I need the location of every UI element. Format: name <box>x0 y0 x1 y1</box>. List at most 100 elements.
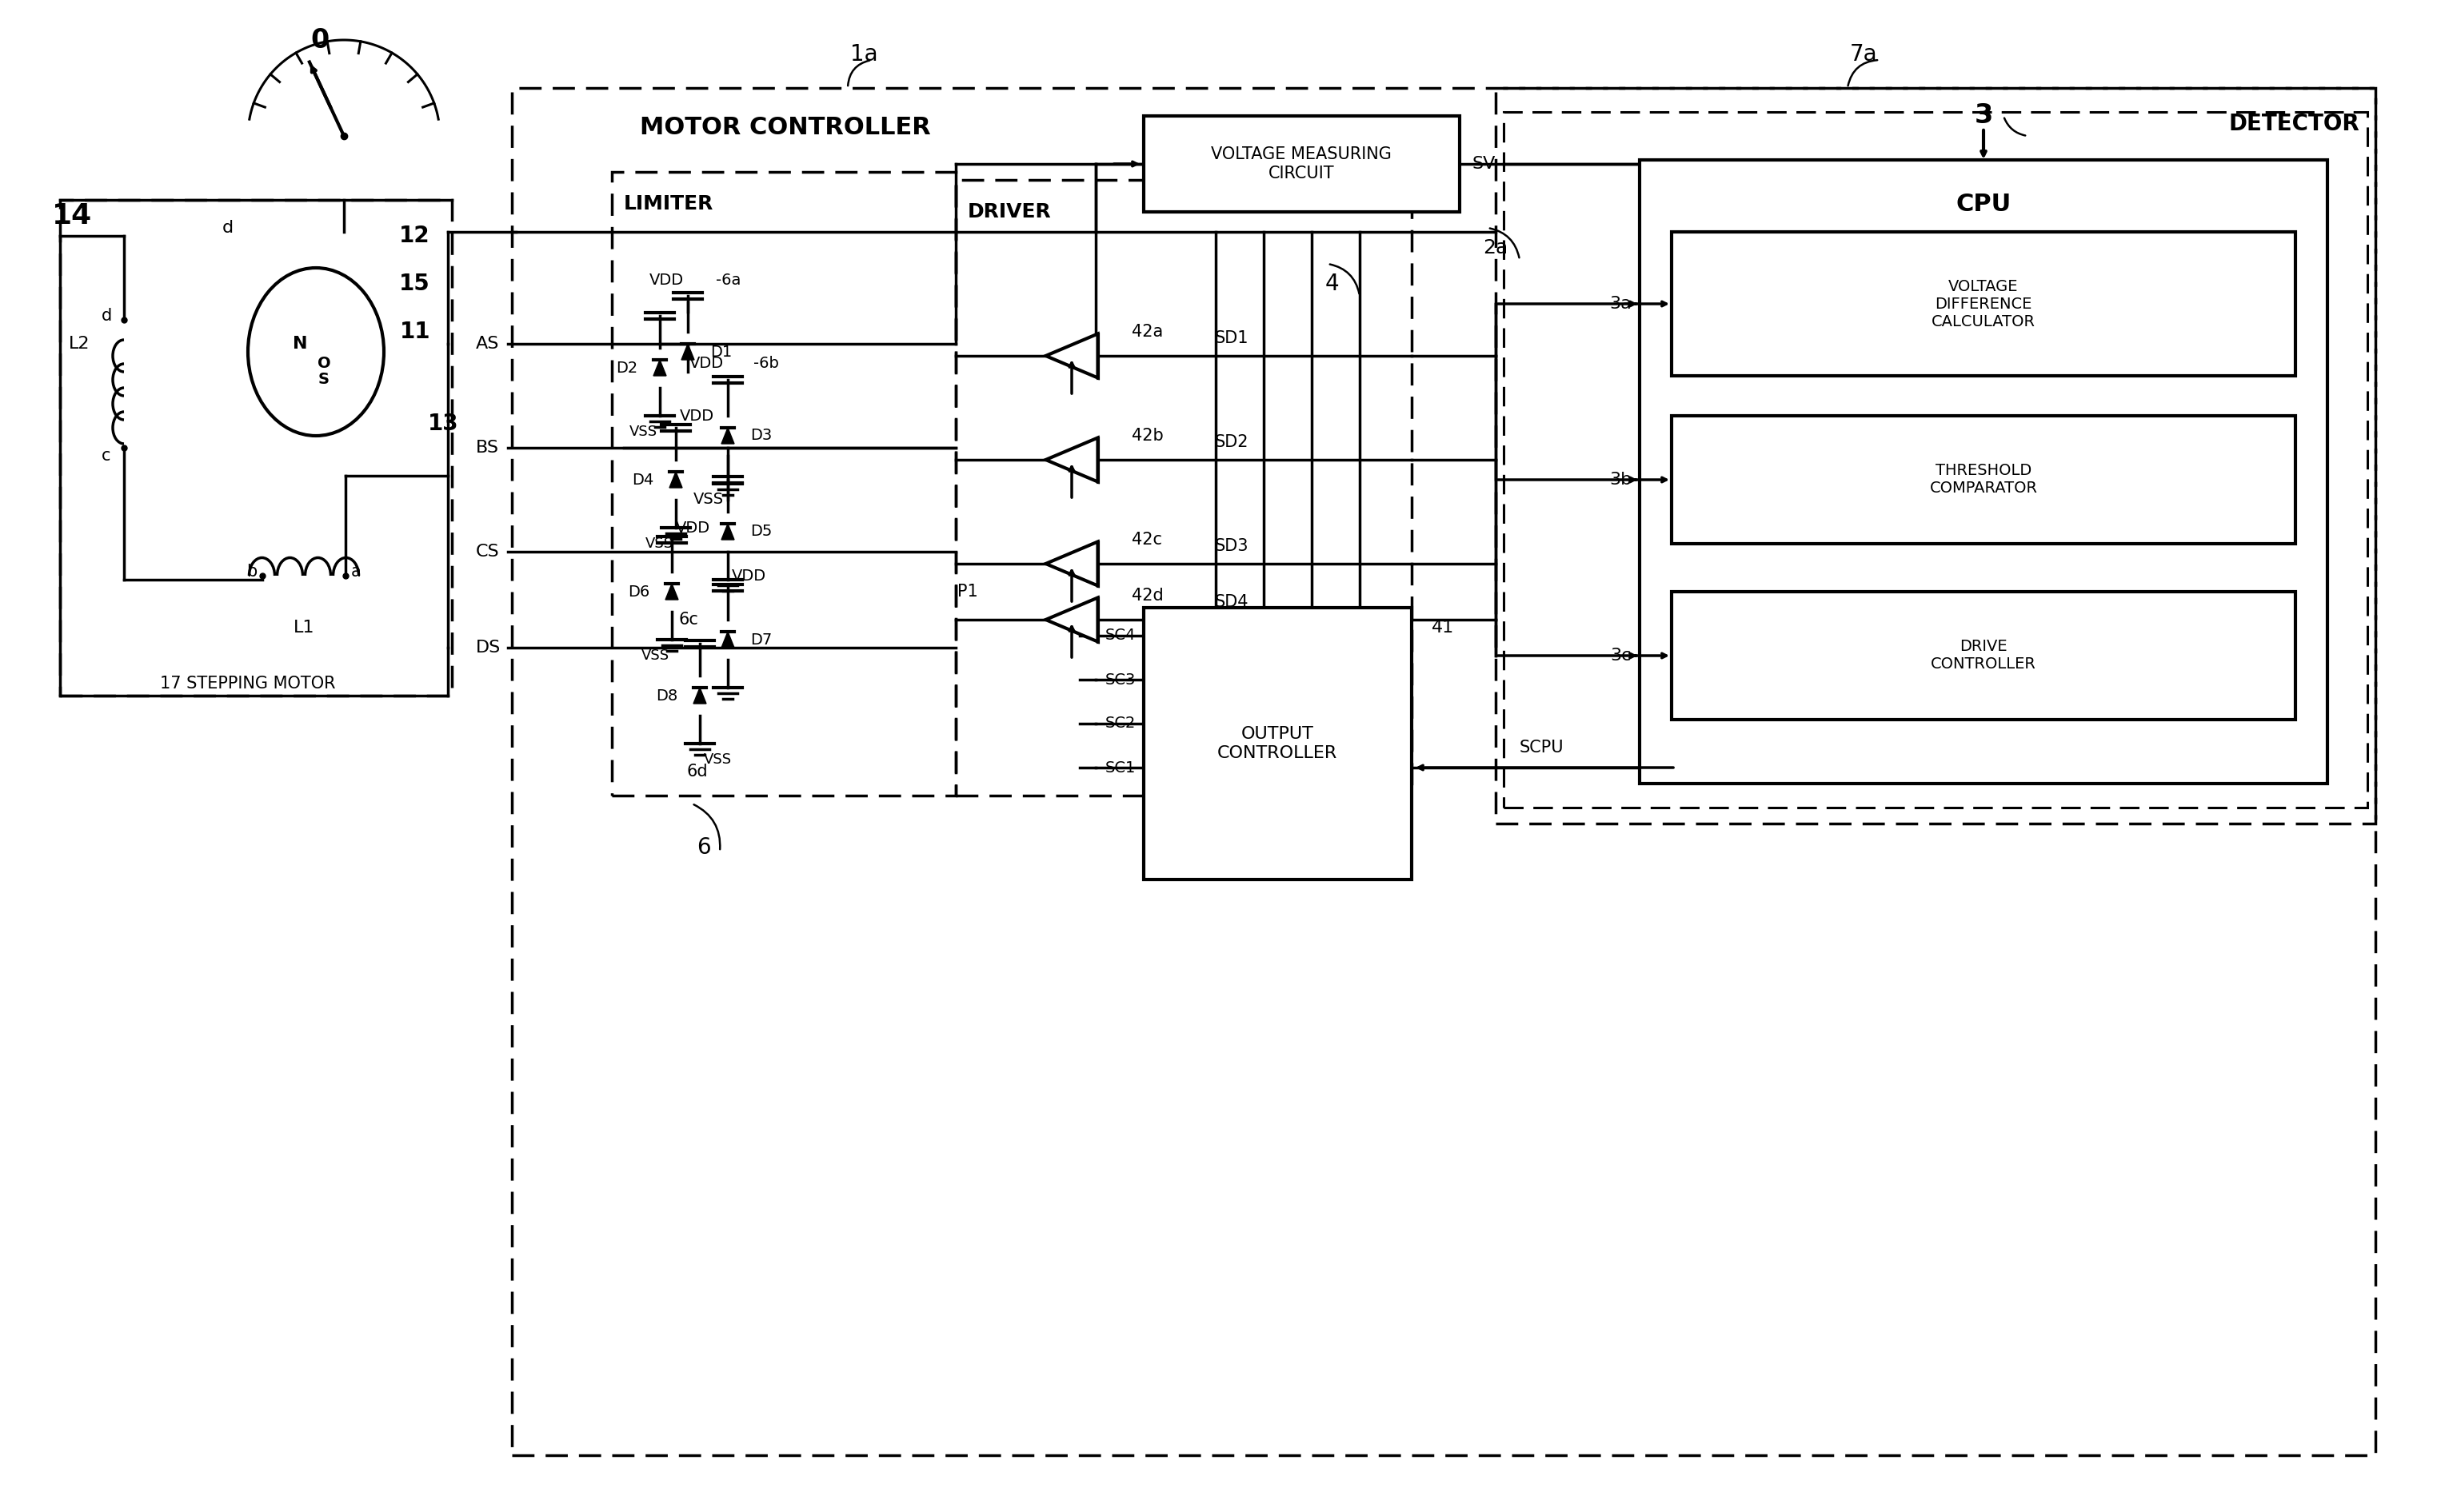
Text: SC1: SC1 <box>1104 761 1136 776</box>
Polygon shape <box>1045 541 1097 585</box>
Polygon shape <box>1045 438 1097 482</box>
Text: VSS: VSS <box>629 425 658 438</box>
Text: SD2: SD2 <box>1214 434 1248 451</box>
Text: SC4: SC4 <box>1104 627 1136 643</box>
Text: c: c <box>102 448 112 464</box>
Text: -6a: -6a <box>716 272 741 287</box>
Text: P1: P1 <box>958 584 977 600</box>
Polygon shape <box>670 472 682 488</box>
Text: OUTPUT
CONTROLLER: OUTPUT CONTROLLER <box>1216 726 1338 761</box>
Text: L1: L1 <box>292 620 314 635</box>
Text: BS: BS <box>475 440 500 455</box>
Text: D5: D5 <box>751 525 773 540</box>
Text: THRESHOLD
COMPARATOR: THRESHOLD COMPARATOR <box>1930 463 2037 496</box>
Text: 42b: 42b <box>1131 428 1162 443</box>
Text: DRIVER: DRIVER <box>967 203 1050 221</box>
Text: VDD: VDD <box>680 408 714 423</box>
Text: D3: D3 <box>751 428 773 443</box>
Text: 2a: 2a <box>1484 239 1509 257</box>
Polygon shape <box>665 584 677 600</box>
Text: 42a: 42a <box>1131 324 1162 340</box>
Bar <box>512 88 2376 1455</box>
Text: 6d: 6d <box>687 764 707 780</box>
Text: D2: D2 <box>617 360 638 375</box>
Text: VOLTAGE
DIFFERENCE
CALCULATOR: VOLTAGE DIFFERENCE CALCULATOR <box>1933 278 2035 330</box>
Text: SC2: SC2 <box>1104 717 1136 732</box>
Text: DS: DS <box>475 640 502 656</box>
Bar <box>61 200 451 696</box>
Text: a: a <box>351 564 361 579</box>
Text: SD1: SD1 <box>1214 330 1248 346</box>
Text: D4: D4 <box>631 472 653 487</box>
Text: AS: AS <box>475 336 500 352</box>
Text: N: N <box>292 336 307 352</box>
Bar <box>612 172 955 795</box>
Text: 42d: 42d <box>1131 588 1162 603</box>
Text: LIMITER: LIMITER <box>624 195 714 213</box>
Bar <box>1496 88 2376 824</box>
Polygon shape <box>695 688 707 703</box>
Bar <box>1143 116 1460 212</box>
Text: DETECTOR: DETECTOR <box>2227 113 2359 135</box>
Text: VDD: VDD <box>731 569 765 584</box>
Text: SC3: SC3 <box>1104 671 1136 688</box>
Text: D7: D7 <box>751 632 773 647</box>
Text: 15: 15 <box>400 272 431 295</box>
Text: 4: 4 <box>1326 272 1338 295</box>
Text: d: d <box>222 219 234 236</box>
Text: O: O <box>317 357 331 372</box>
Polygon shape <box>721 428 734 443</box>
Text: 42c: 42c <box>1131 532 1162 547</box>
Bar <box>1143 608 1411 880</box>
Bar <box>1672 416 2296 544</box>
Polygon shape <box>682 343 695 360</box>
Polygon shape <box>721 523 734 540</box>
Text: VOLTAGE MEASURING
CIRCUIT: VOLTAGE MEASURING CIRCUIT <box>1211 147 1392 181</box>
Text: 6: 6 <box>697 836 712 859</box>
Polygon shape <box>1045 597 1097 641</box>
Polygon shape <box>1045 334 1097 378</box>
Bar <box>1504 112 2366 807</box>
Text: 11: 11 <box>400 321 431 343</box>
Text: 6c: 6c <box>677 612 697 627</box>
Text: SD4: SD4 <box>1214 594 1248 609</box>
Text: 3c: 3c <box>1611 647 1633 664</box>
Text: D6: D6 <box>629 584 648 599</box>
Text: VDD: VDD <box>690 357 724 372</box>
Polygon shape <box>653 360 665 376</box>
Text: VSS: VSS <box>695 491 724 508</box>
Text: MOTOR CONTROLLER: MOTOR CONTROLLER <box>641 116 931 139</box>
Text: SCPU: SCPU <box>1518 739 1565 756</box>
Text: 7a: 7a <box>1850 44 1876 65</box>
Text: 17 STEPPING MOTOR: 17 STEPPING MOTOR <box>161 676 336 691</box>
Text: SD3: SD3 <box>1214 538 1248 553</box>
Bar <box>1672 231 2296 376</box>
Text: VSS: VSS <box>646 537 673 550</box>
Text: 3: 3 <box>1974 103 1993 129</box>
Text: 0: 0 <box>309 27 329 53</box>
Text: 41: 41 <box>1431 620 1455 635</box>
Text: L2: L2 <box>68 336 90 352</box>
Text: CS: CS <box>475 544 500 559</box>
Text: 14: 14 <box>51 203 93 230</box>
Text: 13: 13 <box>429 413 458 435</box>
Text: 1a: 1a <box>851 44 877 65</box>
Text: -6b: -6b <box>753 357 780 372</box>
Text: VDD: VDD <box>675 520 709 535</box>
Text: 3b: 3b <box>1608 472 1633 488</box>
Text: d: d <box>100 308 112 324</box>
Text: D8: D8 <box>656 688 677 703</box>
Text: S: S <box>319 372 329 387</box>
Bar <box>1640 160 2327 783</box>
Text: VSS: VSS <box>704 753 731 767</box>
Bar <box>1672 591 2296 720</box>
Text: 3a: 3a <box>1608 296 1633 311</box>
Text: b: b <box>246 564 258 579</box>
Text: D1: D1 <box>709 345 731 360</box>
Text: SV: SV <box>1472 156 1496 172</box>
Text: CPU: CPU <box>1957 192 2011 216</box>
Bar <box>955 180 1411 795</box>
Polygon shape <box>721 632 734 647</box>
Text: VSS: VSS <box>641 649 670 662</box>
Text: VDD: VDD <box>648 272 685 287</box>
